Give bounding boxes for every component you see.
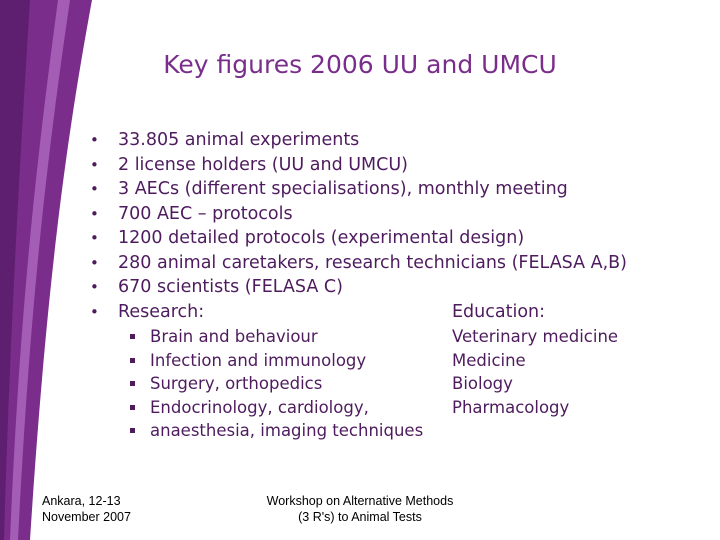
education-item: Pharmacology [452,397,570,417]
bullet-list: 33.805 animal experiments2 license holde… [90,128,650,324]
footer-line: (3 R's) to Animal Tests [298,510,422,524]
slide-title: Key figures 2006 UU and UMCU [163,50,557,79]
bullet-item: 3 AECs (different specialisations), mont… [90,177,650,202]
bullet-item [90,300,650,325]
bullet-item: 670 scientists (FELASA C) [90,275,650,300]
bullet-item: 280 animal caretakers, research technici… [90,251,650,276]
education-item: Veterinary medicine [452,327,619,346]
footer-line: Ankara, 12-13 [42,494,121,508]
education-item: Medicine [452,350,526,370]
bullet-item: 700 AEC – protocols [90,202,650,227]
footer-line: Workshop on Alternative Methods [266,494,454,508]
bullet-item: 33.805 animal experiments [90,128,650,153]
footer-left: Ankara, 12-13 November 2007 [42,493,131,525]
research-item: Infection and immunology [128,349,423,373]
footer-center: Workshop on Alternative Methods (3 R's) … [210,493,510,525]
footer-line: November 2007 [42,510,131,524]
bullet-item: 2 license holders (UU and UMCU) [90,153,650,178]
research-item: Endocrinology, cardiology, [128,396,423,420]
research-item: Brain and behaviour [128,325,423,349]
research-item: Surgery, orthopedics [128,372,423,396]
education-list: Veterinary medicine Medicine Biology Pharma… [452,325,618,419]
research-list: Brain and behaviour Infection and immunol… [128,325,423,443]
education-label: Education: [452,302,546,322]
bullet-item: 1200 detailed protocols (experimental de… [90,226,650,251]
research-label: Research: [118,302,205,322]
education-item: Biology [452,374,513,393]
research-item: anaesthesia, imaging techniques [128,419,423,443]
